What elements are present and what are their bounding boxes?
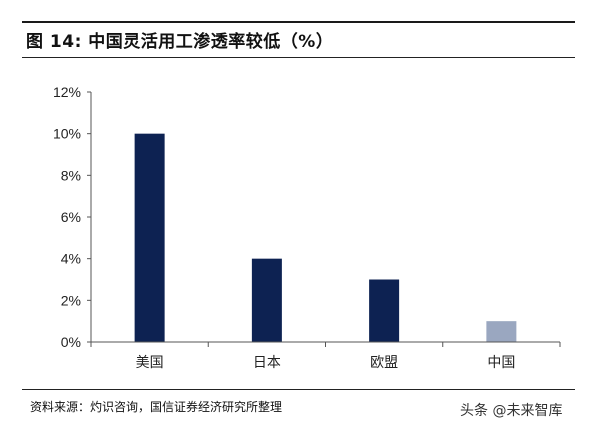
y-tick-label: 4%	[61, 251, 81, 267]
y-axis: 0% 2% 4% 6% 8% 10% 12%	[53, 84, 92, 350]
x-tick-label: 美国	[136, 355, 164, 371]
bars	[134, 133, 517, 342]
bar	[134, 133, 165, 342]
y-tick-label: 12%	[53, 84, 81, 100]
x-axis: 美国 日本 欧盟 中国	[90, 341, 561, 371]
watermark: 头条 @未来智库	[460, 403, 563, 419]
source-note: 资料来源：灼识咨询，国信证券经济研究所整理	[30, 400, 283, 414]
bar	[486, 321, 517, 342]
bottom-rule	[22, 389, 575, 390]
y-tick-label: 8%	[61, 167, 81, 183]
y-tick-label: 6%	[61, 209, 81, 225]
x-tick-label: 欧盟	[370, 355, 398, 371]
x-tick-label: 日本	[253, 355, 281, 371]
bar	[369, 279, 400, 342]
title-rule	[22, 57, 575, 58]
y-tick-label: 0%	[61, 334, 81, 350]
bar	[251, 258, 282, 342]
figure-title: 图 14: 中国灵活用工渗透率较低（%）	[26, 32, 334, 52]
y-tick-label: 2%	[61, 292, 81, 308]
x-tick-label: 中国	[487, 355, 515, 371]
y-tick-label: 10%	[53, 126, 81, 142]
top-rule	[22, 21, 575, 23]
